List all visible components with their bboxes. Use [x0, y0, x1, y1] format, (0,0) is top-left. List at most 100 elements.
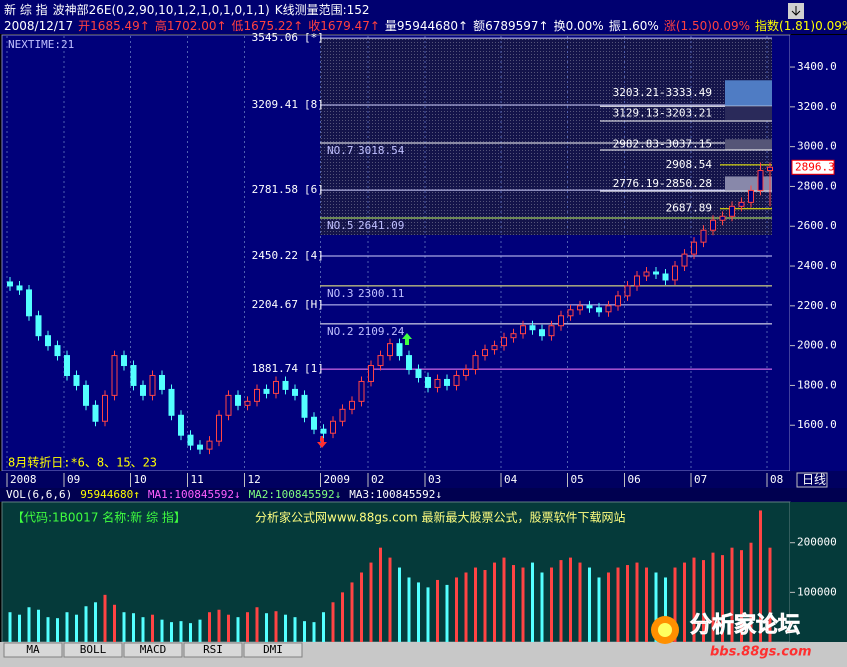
info-field: K线测量范围:152: [275, 3, 370, 17]
candle-body: [387, 343, 393, 357]
candle-body: [605, 305, 612, 313]
volume-header: 95944680↑: [80, 488, 140, 501]
indicator-tab-label[interactable]: RSI: [203, 643, 223, 656]
candle-body: [121, 355, 127, 367]
volume-bar: [417, 582, 420, 642]
volume-bar: [284, 614, 287, 642]
range-box: [725, 139, 772, 151]
volume-bar: [18, 614, 21, 642]
volume-header-bar: [0, 488, 847, 502]
range-box: [725, 176, 772, 192]
indicator-tab[interactable]: [243, 642, 303, 658]
logo-url: bbs.88gs.com: [710, 645, 812, 660]
volume-bar: [683, 562, 686, 642]
info-bar: [0, 0, 847, 34]
candle-body: [159, 374, 165, 390]
indicator-tab-label[interactable]: DMI: [263, 643, 283, 656]
x-tick-label: 04: [504, 473, 518, 486]
x-tick-label: 05: [571, 473, 584, 486]
x-tick-label: 02: [371, 473, 384, 486]
volume-bar: [103, 594, 107, 642]
level-value: 3545.06: [252, 31, 298, 44]
candle-body: [662, 273, 669, 281]
projection-name: NO.5: [327, 219, 354, 232]
candle-body: [415, 369, 422, 378]
indicator-tab-label[interactable]: MA: [26, 643, 40, 656]
watermark-site: 分析家公式网www.88gs.com 最新最大股票公式，股票软件下载网站: [255, 510, 626, 525]
last-price-box: [791, 159, 835, 175]
volume-bar: [379, 547, 382, 642]
volume-bar: [607, 572, 610, 642]
volume-bar: [521, 567, 525, 642]
candle-body: [624, 285, 631, 297]
candle-body: [45, 335, 51, 347]
candle-body: [634, 275, 640, 287]
indicator-tab-label[interactable]: MACD: [140, 643, 167, 656]
indicator-tab-label[interactable]: BOLL: [80, 643, 107, 656]
candle-body: [444, 378, 450, 386]
indicator-tab[interactable]: [3, 642, 63, 658]
volume-bar: [711, 552, 715, 642]
projection-value: 2109.24: [358, 325, 405, 338]
volume-bar: [37, 609, 40, 642]
volume-bar: [645, 567, 648, 642]
volume-bar: [512, 565, 515, 642]
volume-bar: [626, 565, 629, 642]
candle-body: [320, 428, 327, 434]
candle-body: [748, 189, 754, 203]
candle-body: [425, 376, 431, 388]
period: 日线: [802, 473, 826, 487]
volume-bar: [84, 606, 88, 642]
volume-bar: [360, 572, 363, 642]
level-value: 3209.41: [252, 98, 298, 111]
volume-bar: [578, 562, 582, 642]
candle-body: [377, 355, 384, 367]
volume-bar: [227, 614, 230, 642]
candle-body: [567, 309, 574, 317]
volume-bar: [483, 570, 487, 642]
candle-body: [396, 343, 403, 357]
indicator-tab[interactable]: [63, 642, 123, 658]
volume-bar: [122, 612, 126, 642]
candle-body: [558, 315, 564, 327]
indicator-tab[interactable]: [123, 642, 183, 658]
y-tick-label: 2800.0: [797, 179, 837, 192]
candle-body: [643, 271, 650, 277]
candle-body: [168, 388, 175, 416]
projection-name: NO.2: [327, 325, 354, 338]
level-tag: [1]: [304, 362, 324, 375]
candle-body: [349, 400, 355, 410]
x-tick-label: 2008: [10, 473, 37, 486]
y-tick-label: 2200.0: [797, 299, 837, 312]
volume-bar: [654, 572, 658, 642]
candle-body: [529, 325, 536, 331]
low-arrow: [317, 436, 327, 448]
level-tag: [8]: [304, 98, 324, 111]
price-axis: [790, 35, 847, 471]
volume-bar: [160, 619, 164, 642]
volume-axis: [790, 502, 847, 642]
info-field: 收1679.47↑: [308, 19, 380, 33]
x-tick-label: 11: [191, 473, 204, 486]
info-field: 额6789597↑: [473, 19, 549, 33]
candle-body: [700, 229, 707, 243]
x-tick-label: 03: [428, 473, 441, 486]
volume-bar: [398, 567, 401, 642]
candle-body: [681, 253, 688, 267]
level-tag: [6]: [304, 183, 324, 196]
indicator-tab[interactable]: [183, 642, 243, 658]
volume-bar: [322, 612, 325, 642]
candle-body: [282, 380, 289, 390]
volume-bar: [730, 547, 734, 642]
volume-bar: [303, 621, 306, 642]
candle-body: [586, 305, 593, 309]
volume-bar: [151, 614, 154, 642]
range-box: [725, 106, 772, 121]
candle-body: [26, 289, 32, 317]
candle-body: [767, 166, 773, 172]
info-field: 2008/12/17: [4, 19, 73, 33]
info-field: 换0.00%: [554, 19, 604, 33]
level-value: 2781.58: [252, 183, 298, 196]
y-tick-label: 3000.0: [797, 140, 837, 153]
volume-bar: [75, 614, 78, 642]
